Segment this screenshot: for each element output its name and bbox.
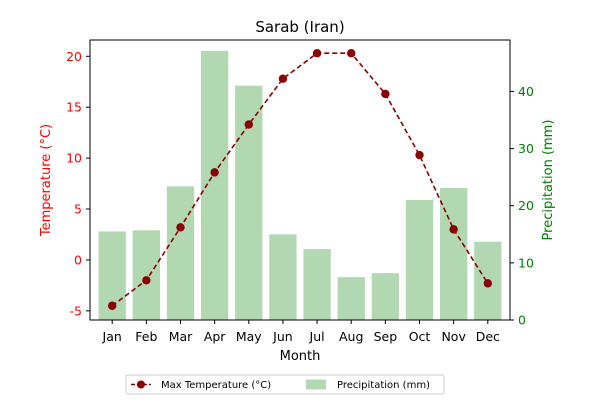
temp-point-nov — [449, 225, 458, 234]
precip-bar-jul — [303, 249, 331, 320]
y-left-tick-label: 5 — [74, 202, 82, 217]
legend-box — [125, 374, 445, 395]
temp-point-sep — [381, 89, 390, 99]
temp-point-jun — [278, 74, 288, 83]
x-tick-label: Jul — [309, 329, 325, 344]
legend-line-marker — [137, 380, 145, 389]
y-left-tick-label: 10 — [66, 151, 82, 166]
temp-point-jul — [312, 49, 322, 58]
temp-point-mar — [176, 223, 185, 232]
y-right-tick-label: 40 — [518, 84, 534, 99]
precip-bar-mar — [166, 186, 195, 320]
legend-bar-swatch — [306, 379, 326, 390]
x-tick-label: Dec — [476, 329, 500, 344]
x-tick-label: Oct — [409, 329, 431, 344]
x-tick-label: Jan — [102, 329, 122, 344]
y-left-tick-label: -5 — [70, 303, 82, 318]
temp-point-aug — [347, 49, 356, 58]
precip-bar-jun — [269, 234, 297, 320]
precip-bar-apr — [200, 50, 229, 320]
y-right-tick-label: 10 — [518, 255, 534, 270]
temp-point-dec — [483, 279, 493, 288]
temp-point-jan — [107, 301, 117, 310]
x-tick-label: Feb — [135, 329, 157, 344]
legend-label-temperature: Max Temperature (°C) — [161, 380, 271, 391]
x-tick-label: Nov — [441, 329, 466, 344]
precip-bar-aug — [337, 277, 365, 320]
y-left-tick-label: 20 — [66, 49, 82, 64]
temp-point-apr — [210, 168, 219, 177]
precip-bar-sep — [371, 273, 400, 320]
x-tick-label: Jun — [272, 329, 293, 344]
y-left-axis-label: Temperature (°C) — [39, 124, 54, 237]
y-left-tick-label: 15 — [66, 100, 82, 115]
plot-frame — [89, 39, 511, 321]
x-tick-label: Apr — [204, 329, 226, 344]
x-axis-label: Month — [280, 349, 321, 364]
temperature-line — [111, 52, 489, 307]
y-left-tick-label: 0 — [74, 252, 82, 267]
legend-label-precipitation: Precipitation (mm) — [337, 380, 430, 391]
y-right-axis-label: Precipitation (mm) — [541, 120, 556, 241]
precip-bar-oct — [405, 200, 434, 320]
temp-point-may — [244, 120, 253, 129]
chart-title: Sarab (Iran) — [255, 18, 344, 36]
x-tick-label: Sep — [374, 329, 398, 344]
x-tick-label: Mar — [169, 329, 193, 344]
y-right-tick-label: 20 — [518, 198, 534, 213]
precip-bar-feb — [132, 230, 160, 320]
x-tick-label: Aug — [339, 329, 363, 344]
y-right-tick-label: 30 — [518, 141, 534, 156]
temp-point-oct — [415, 150, 424, 160]
temp-point-feb — [142, 276, 151, 285]
y-right-tick-label: 0 — [518, 313, 526, 328]
x-tick-label: May — [236, 329, 262, 344]
